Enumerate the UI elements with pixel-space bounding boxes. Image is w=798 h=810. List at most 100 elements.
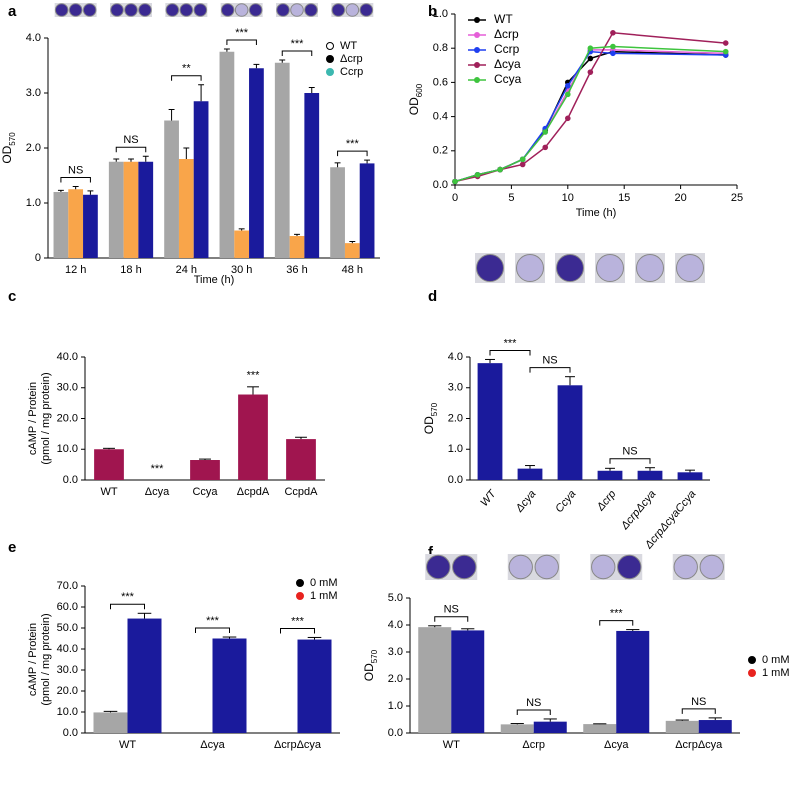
- significance-bracket: [489, 349, 531, 356]
- y-tick-label: 3.0: [26, 87, 41, 99]
- bar: [637, 470, 663, 480]
- bar: [123, 161, 139, 258]
- bar: [193, 101, 209, 258]
- well: [110, 3, 124, 17]
- x-tick-label: 10: [562, 192, 574, 204]
- y-tick-label: 0.0: [63, 727, 78, 739]
- legend-label: 1 mM: [762, 667, 790, 679]
- bar: [677, 472, 703, 480]
- y-tick-label: 1.0: [433, 8, 448, 20]
- panel-letter: e: [8, 539, 16, 556]
- x-tick-label: WT: [119, 739, 136, 751]
- bar: [344, 243, 360, 258]
- significance-label: ***: [121, 591, 135, 603]
- bar: [500, 724, 534, 733]
- bar: [219, 51, 235, 258]
- legend-marker: [326, 68, 334, 76]
- bar: [83, 194, 98, 258]
- y-tick-label: 30.0: [57, 664, 78, 676]
- point: [610, 30, 616, 36]
- significance-label: ***: [291, 38, 305, 50]
- well: [508, 554, 533, 580]
- y-tick-label: 50.0: [57, 622, 78, 634]
- panel-letter: b: [428, 3, 437, 20]
- bar: [359, 163, 375, 258]
- well: [617, 554, 642, 580]
- x-tick-label: 20: [674, 192, 686, 204]
- legend-marker: [296, 579, 304, 587]
- point: [587, 45, 594, 51]
- y-tick-label: 0.6: [433, 76, 448, 88]
- well: [345, 3, 360, 17]
- bar: [190, 460, 220, 480]
- legend-label: WT: [340, 40, 357, 52]
- point: [542, 144, 549, 151]
- well: [165, 3, 180, 17]
- x-tick-label: 12 h: [65, 264, 86, 276]
- bar: [238, 394, 268, 480]
- point: [452, 178, 458, 185]
- y-axis-label-main: OD: [407, 97, 421, 115]
- point: [474, 171, 481, 178]
- significance-bracket: [110, 603, 145, 610]
- bar: [234, 230, 250, 258]
- legend-marker: [474, 47, 480, 53]
- bar: [451, 630, 485, 733]
- y-axis-label-sub: 600: [415, 83, 424, 97]
- point: [519, 156, 526, 163]
- y-tick-label: 0.4: [433, 111, 448, 123]
- significance-bracket: [609, 458, 651, 464]
- y-axis-label: OD600: [407, 83, 423, 115]
- x-tick-label: ΔcpdA: [237, 486, 270, 498]
- bar: [304, 93, 320, 258]
- x-tick-label: CcpdA: [284, 486, 318, 498]
- legend-label: WT: [494, 12, 513, 26]
- y-axis-label-sub: 570: [430, 402, 439, 416]
- legend-label: 1 mM: [310, 590, 338, 602]
- well: [699, 554, 724, 580]
- legend-label: Ccya: [494, 72, 522, 86]
- legend-label: Ccrp: [340, 66, 363, 78]
- y-tick-label: 0.0: [448, 474, 463, 486]
- significance-label: ***: [610, 607, 624, 619]
- significance-bracket: [171, 75, 202, 81]
- bar: [616, 630, 650, 733]
- well: [68, 3, 83, 17]
- legend-marker: [326, 42, 334, 50]
- well: [676, 254, 704, 282]
- significance-bracket: [434, 616, 469, 622]
- bar: [698, 720, 732, 733]
- significance-label: ***: [235, 27, 249, 39]
- point: [542, 129, 549, 135]
- well: [179, 3, 194, 17]
- y-tick-label: 0.0: [433, 179, 448, 191]
- significance-label: ***: [504, 337, 518, 349]
- bar: [665, 720, 699, 733]
- well: [591, 554, 616, 580]
- well: [220, 3, 235, 17]
- y-tick-label: 0.8: [433, 42, 448, 54]
- bar: [178, 159, 194, 258]
- significance-bracket: [195, 627, 230, 634]
- y-axis-label-main: OD: [422, 416, 436, 434]
- x-axis-label: Time (h): [194, 274, 235, 286]
- legend-label: 0 mM: [310, 577, 338, 589]
- point: [610, 43, 616, 50]
- bar: [212, 638, 247, 733]
- point: [565, 115, 571, 122]
- significance-bracket: [529, 367, 571, 373]
- well: [673, 554, 698, 580]
- bar: [418, 627, 452, 733]
- y-axis-label-main: OD: [0, 145, 14, 163]
- well: [124, 3, 138, 17]
- point: [565, 91, 571, 98]
- y-tick-label: 4.0: [26, 32, 41, 44]
- bar: [517, 468, 543, 480]
- legend-marker: [296, 592, 304, 600]
- well: [426, 554, 451, 580]
- well: [248, 3, 263, 17]
- point: [497, 166, 503, 173]
- well: [193, 3, 208, 17]
- bar: [274, 62, 290, 258]
- significance-label: NS: [444, 604, 459, 616]
